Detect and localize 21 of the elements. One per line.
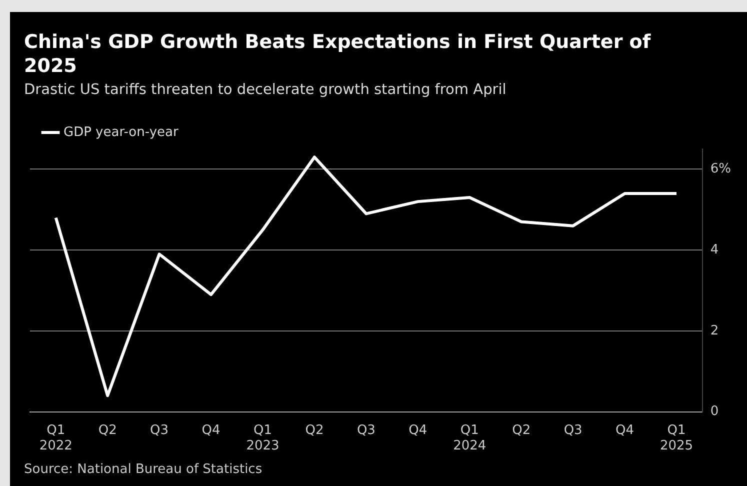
legend-label: GDP year-on-year <box>64 124 179 140</box>
chart-title: China's GDP Growth Beats Expectations in First Quarter of 2025 <box>24 30 652 78</box>
x-tick-label: Q4 <box>616 422 634 438</box>
x-tick-label: Q2 <box>98 422 117 438</box>
x-tick-label: Q2 <box>305 422 324 438</box>
source-note: Source: National Bureau of Statistics <box>24 462 262 477</box>
x-tick-label: Q1 2022 <box>39 422 72 454</box>
x-tick-label: Q2 <box>512 422 531 438</box>
chart-subtitle: Drastic US tariffs threaten to decelerate growth starting from April <box>24 82 506 98</box>
x-tick-label: Q1 2024 <box>453 422 486 454</box>
y-tick-label: 2 <box>710 323 719 338</box>
x-tick-label: Q3 <box>150 422 169 438</box>
y-tick-label: 4 <box>710 242 719 258</box>
x-tick-label: Q4 <box>202 422 220 438</box>
y-tick-label: 6% <box>710 162 731 177</box>
x-tick-label: Q1 2025 <box>660 422 694 454</box>
y-tick-label: 0 <box>710 404 719 420</box>
x-tick-label: Q4 <box>408 422 428 438</box>
x-tick-label: Q1 2023 <box>246 422 280 454</box>
x-tick-label: Q3 <box>564 422 582 438</box>
x-tick-label: Q3 <box>356 422 376 438</box>
